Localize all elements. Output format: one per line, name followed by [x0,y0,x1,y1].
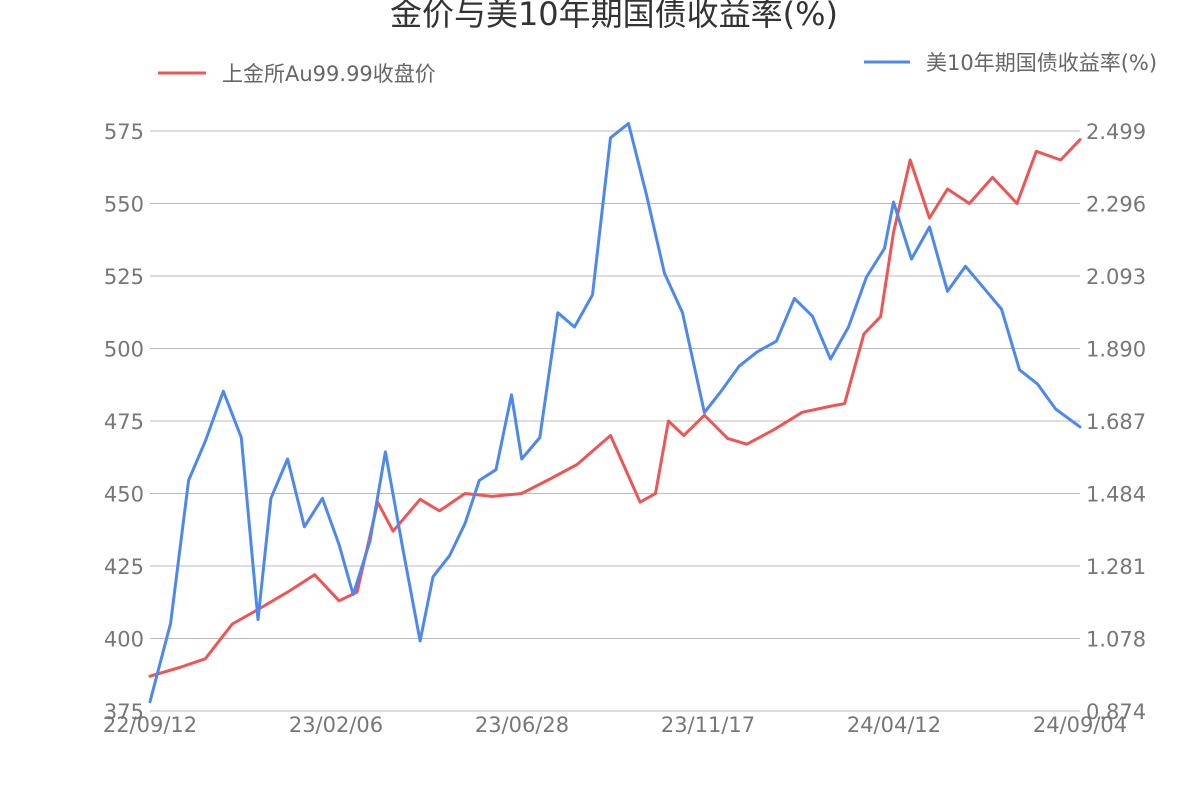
y-right-tick-label: 1.078 [1086,628,1146,652]
x-tick-label: 24/04/12 [847,713,941,737]
legend-right: 美10年期国债收益率(%) [864,51,1157,75]
y-left-tick-label: 575 [104,120,144,144]
y-left-tick-labels: 575 550 525 500 475 450 425 400 375 [104,120,144,724]
y-left-tick-label: 525 [104,265,144,289]
gold-price-line [148,138,1082,678]
legend-left: 上金所Au99.99收盘价 [158,62,436,86]
y-left-tick-label: 500 [104,338,144,362]
y-left-tick-label: 550 [104,193,144,217]
y-right-tick-label: 2.093 [1086,265,1146,289]
y-right-tick-label: 1.484 [1086,483,1146,507]
x-tick-label: 23/02/06 [289,713,383,737]
legend-left-label: 上金所Au99.99收盘价 [222,62,436,86]
x-tick-label: 23/11/17 [661,713,755,737]
y-left-tick-label: 475 [104,410,144,434]
y-right-tick-label: 1.687 [1086,410,1146,434]
y-left-tick-label: 400 [104,628,144,652]
series-lines [148,122,1082,704]
y-left-tick-label: 375 [104,700,144,724]
y-left-tick-label: 425 [104,555,144,579]
x-tick-label: 22/09/12 [103,713,197,737]
y-right-tick-label: 2.499 [1086,120,1146,144]
y-right-tick-label: 1.281 [1086,555,1146,579]
y-left-tick-label: 450 [104,483,144,507]
x-tick-label: 23/06/28 [475,713,569,737]
y-right-tick-labels: 2.499 2.296 2.093 1.890 1.687 1.484 1.281 1.078… [1086,120,1146,724]
chart-title: 金价与美10年期国债收益率(%) [390,0,838,33]
grid-lines [150,130,1080,712]
legend-right-label: 美10年期国债收益率(%) [926,51,1157,75]
x-tick-labels: 22/09/12 23/02/06 23/06/28 23/11/17 24/04/12… [103,713,1127,737]
x-tick-label: 24/09/04 [1033,713,1127,737]
y-right-tick-label: 0.874 [1086,700,1146,724]
y-right-tick-label: 1.890 [1086,338,1146,362]
treasury-yield-line [148,122,1082,704]
y-right-tick-label: 2.296 [1086,193,1146,217]
